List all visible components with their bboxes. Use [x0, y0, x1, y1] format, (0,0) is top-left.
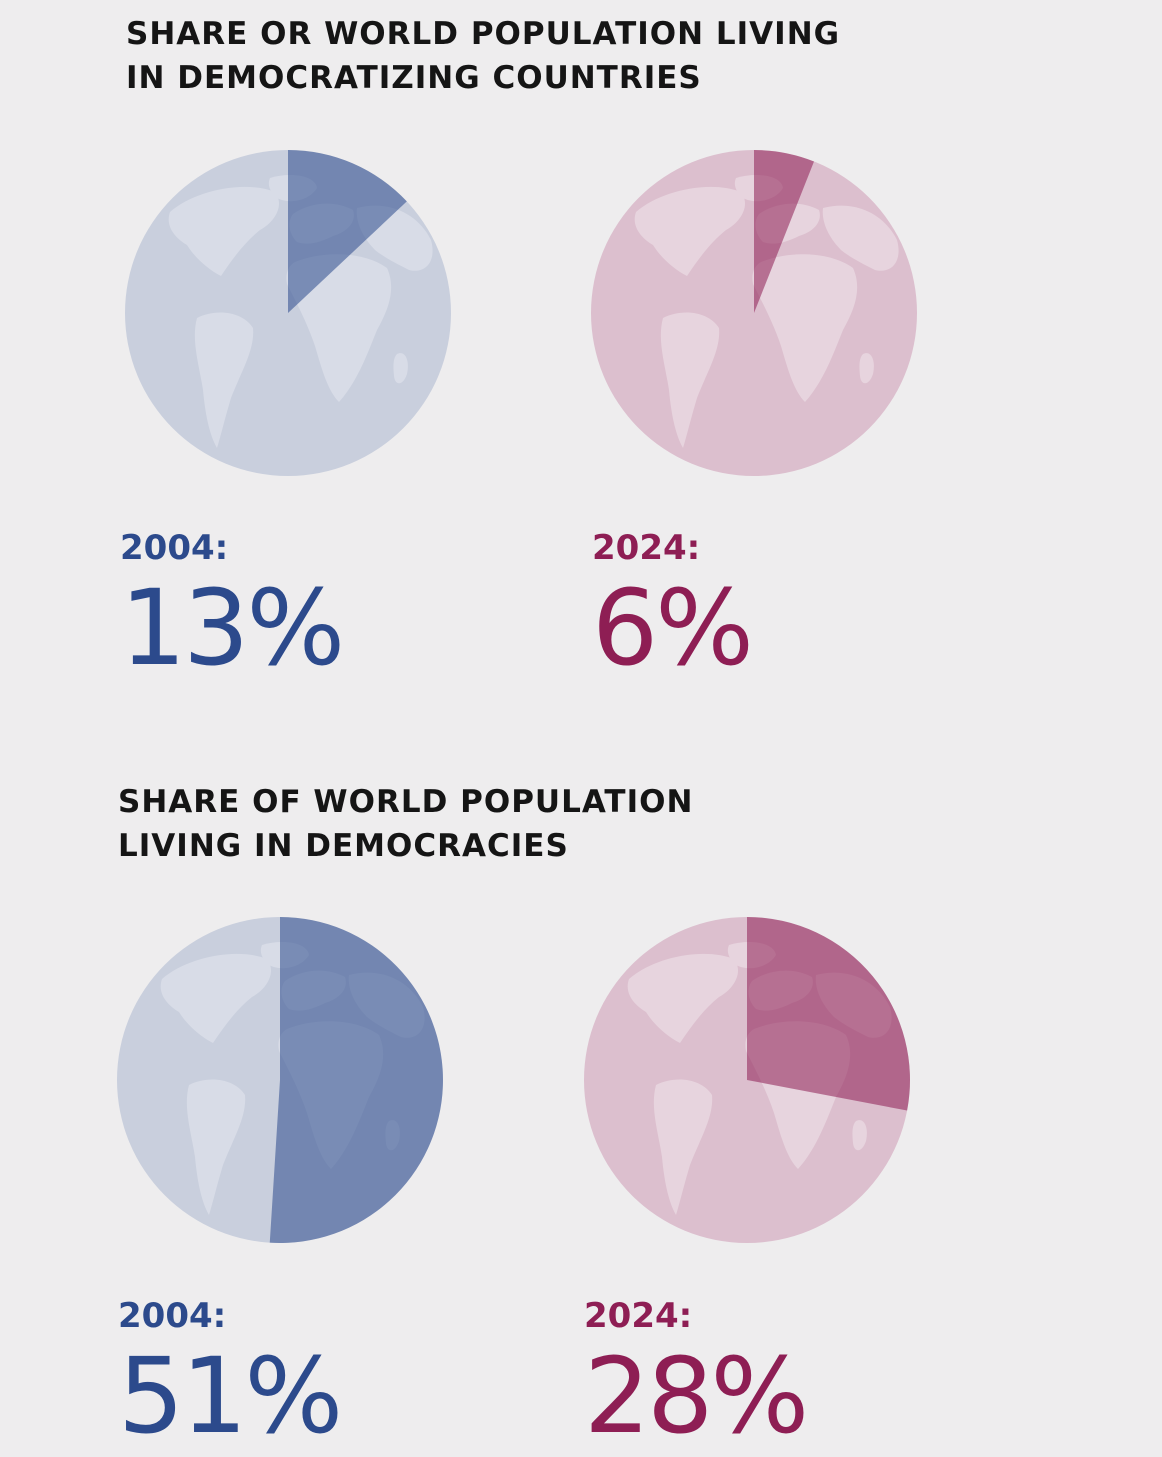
- year-label: 2024:: [584, 1296, 693, 1336]
- title-line: LIVING IN DEMOCRACIES: [118, 828, 569, 864]
- title-line: IN DEMOCRATIZING COUNTRIES: [126, 60, 702, 96]
- continent-na: [168, 186, 280, 276]
- continent-sa: [653, 1079, 713, 1215]
- year-label: 2004:: [120, 528, 229, 568]
- section-title-democratizing: SHARE OR WORLD POPULATION LIVING IN DEMO…: [126, 12, 840, 100]
- globe-pie-democratizing-2024: [591, 150, 917, 476]
- stat-democratizing-2004: 2004: 13%: [120, 528, 345, 689]
- section-title-democracies: SHARE OF WORLD POPULATION LIVING IN DEMO…: [118, 780, 693, 868]
- continent-africa: [752, 254, 858, 402]
- continent-madagascar: [393, 353, 408, 384]
- continent-madagascar: [852, 1120, 867, 1151]
- continent-africa: [286, 254, 392, 402]
- globe-pie-democracies-2024: [584, 917, 910, 1243]
- continent-asia: [822, 205, 899, 271]
- percent-value: 6%: [592, 567, 754, 689]
- stat-democracies-2004: 2004: 51%: [118, 1296, 343, 1457]
- percent-value: 51%: [118, 1335, 343, 1457]
- pie-slice: [747, 917, 910, 1111]
- continent-na: [627, 953, 739, 1043]
- title-line: SHARE OF WORLD POPULATION: [118, 784, 694, 820]
- continent-sa: [186, 1079, 246, 1215]
- pie-slice: [754, 150, 814, 313]
- continent-sa: [660, 312, 720, 448]
- globe-pie-democratizing-2004: [125, 150, 451, 476]
- year-label: 2004:: [118, 1296, 227, 1336]
- continent-madagascar: [859, 353, 874, 384]
- continent-sa: [194, 312, 254, 448]
- year-label: 2024:: [592, 528, 701, 568]
- continent-na: [160, 953, 272, 1043]
- pie-slice: [288, 150, 407, 313]
- percent-value: 13%: [120, 567, 345, 689]
- continent-na: [634, 186, 746, 276]
- globe-pie-democracies-2004: [117, 917, 443, 1243]
- stat-democracies-2024: 2024: 28%: [584, 1296, 809, 1457]
- stat-democratizing-2024: 2024: 6%: [592, 528, 754, 689]
- percent-value: 28%: [584, 1335, 809, 1457]
- pie-slice: [269, 917, 443, 1243]
- title-line: SHARE OR WORLD POPULATION LIVING: [126, 16, 841, 52]
